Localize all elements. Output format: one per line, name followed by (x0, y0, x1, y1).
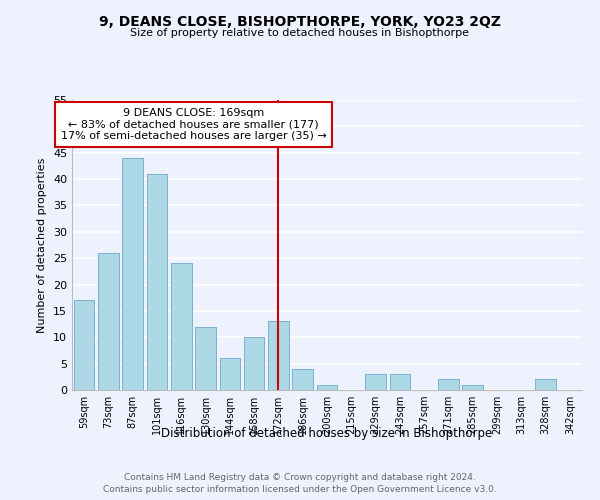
Text: 9, DEANS CLOSE, BISHOPTHORPE, YORK, YO23 2QZ: 9, DEANS CLOSE, BISHOPTHORPE, YORK, YO23… (99, 15, 501, 29)
Text: Distribution of detached houses by size in Bishopthorpe: Distribution of detached houses by size … (161, 428, 493, 440)
Text: Contains public sector information licensed under the Open Government Licence v3: Contains public sector information licen… (103, 485, 497, 494)
Bar (171, 264, 191, 390)
Bar (317, 384, 337, 390)
Bar (292, 369, 313, 390)
Bar (463, 384, 483, 390)
Bar (535, 380, 556, 390)
Text: Contains HM Land Registry data © Crown copyright and database right 2024.: Contains HM Land Registry data © Crown c… (124, 472, 476, 482)
Text: 9 DEANS CLOSE: 169sqm
← 83% of detached houses are smaller (177)
17% of semi-det: 9 DEANS CLOSE: 169sqm ← 83% of detached … (61, 108, 326, 141)
Bar (98, 253, 119, 390)
Text: Size of property relative to detached houses in Bishopthorpe: Size of property relative to detached ho… (131, 28, 470, 38)
Bar (146, 174, 167, 390)
Bar (220, 358, 240, 390)
Bar (438, 380, 459, 390)
Bar (122, 158, 143, 390)
Y-axis label: Number of detached properties: Number of detached properties (37, 158, 47, 332)
Bar (195, 326, 216, 390)
Bar (365, 374, 386, 390)
Bar (268, 322, 289, 390)
Bar (74, 300, 94, 390)
Bar (244, 338, 265, 390)
Bar (389, 374, 410, 390)
